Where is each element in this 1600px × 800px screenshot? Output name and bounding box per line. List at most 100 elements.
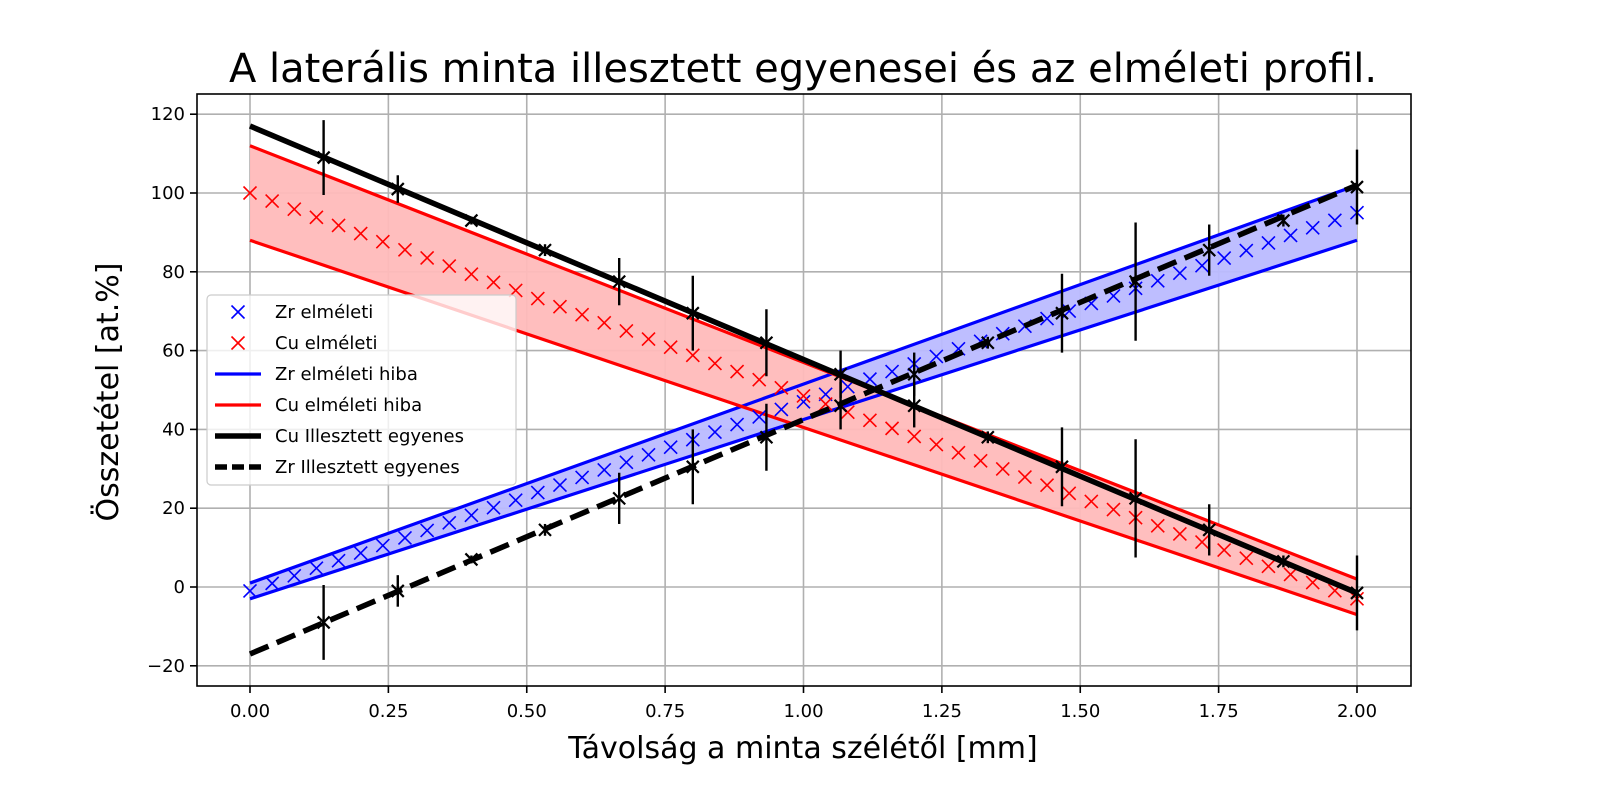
cu-theory-point: [973, 453, 988, 468]
zr-theory-point: [552, 477, 568, 493]
legend-label: Zr elméleti hiba: [275, 364, 418, 385]
marker-stroke: [530, 485, 545, 500]
marker-stroke: [612, 274, 626, 289]
cu-theory-point: [242, 185, 258, 201]
marker-stroke: [464, 267, 479, 282]
zr-theory-point: [486, 500, 501, 515]
marker-stroke: [730, 364, 745, 379]
marker-stroke: [1261, 235, 1276, 251]
marker-stroke: [1276, 213, 1291, 228]
cu-theory-point: [929, 437, 944, 452]
cu-theory-point: [1194, 534, 1210, 550]
cu-theory-point: [397, 242, 413, 257]
legend-label: Cu elméleti: [275, 333, 378, 354]
legend: Zr elméleti Cu elméleti Zr elméleti hiba Cu…: [206, 294, 517, 486]
marker-stroke: [1217, 251, 1232, 266]
legend-entry: Cu elméleti: [230, 333, 378, 354]
marker-stroke: [663, 340, 678, 355]
zr-theory-point: [397, 530, 413, 546]
legend-label: Zr elméleti: [275, 302, 373, 323]
measured-point-cu: [833, 367, 848, 382]
marker-stroke: [552, 477, 568, 493]
marker-stroke: [287, 568, 302, 583]
marker-stroke: [612, 491, 626, 506]
error-band-fill: [250, 145, 1357, 615]
marker-stroke: [619, 323, 634, 339]
marker-stroke: [442, 515, 457, 530]
marker-stroke: [1150, 273, 1165, 288]
y-tick-label: 100: [151, 183, 185, 204]
zr-theory-point: [730, 417, 745, 432]
legend-marker-x: [230, 335, 246, 351]
marker-stroke: [1062, 486, 1077, 501]
marker-stroke: [530, 291, 545, 306]
legend-label: Zr Illesztett egyenes: [275, 457, 460, 478]
measured-point-cu: [686, 306, 700, 320]
marker-stroke: [1194, 534, 1210, 550]
marker-stroke: [1172, 526, 1187, 541]
marker-stroke: [862, 413, 877, 428]
x-tick-label: 0.25: [368, 701, 408, 722]
measured-point-zr: [1128, 274, 1143, 289]
zr-theory-point: [442, 515, 457, 530]
measured-point-zr: [686, 460, 700, 474]
marker-stroke: [242, 583, 258, 599]
measured-point-cu: [612, 274, 626, 289]
marker-stroke: [685, 348, 700, 363]
marker-stroke: [464, 213, 479, 228]
marker-stroke: [1128, 491, 1143, 506]
cu-theory-point: [331, 218, 346, 233]
zr-theory-point: [242, 583, 258, 599]
marker-stroke: [759, 335, 774, 350]
legend-box: [206, 294, 517, 486]
marker-stroke: [707, 425, 723, 440]
zr-theory-point: [375, 538, 390, 553]
measured-point-cu: [1055, 460, 1069, 474]
marker-stroke: [316, 150, 331, 165]
measured-point-zr: [391, 584, 405, 598]
marker-stroke: [442, 258, 457, 274]
measured-point-zr: [759, 430, 774, 445]
cu-theory-point: [486, 275, 501, 290]
cu-theory-point: [818, 396, 833, 412]
x-tick-label: 1.00: [783, 701, 823, 722]
marker-stroke: [796, 394, 811, 409]
measured-point-zr: [1202, 243, 1216, 257]
marker-stroke: [420, 250, 435, 265]
zr-theory-point: [508, 493, 523, 508]
marker-stroke: [1150, 518, 1165, 533]
marker-stroke: [353, 546, 368, 561]
zr-theory-point: [309, 561, 324, 576]
marker-stroke: [331, 553, 346, 568]
measured-point-cu: [1128, 491, 1143, 506]
y-tick-label: 80: [162, 262, 185, 283]
marker-stroke: [1202, 523, 1216, 537]
cu-theory-point: [641, 332, 656, 347]
marker-stroke: [420, 523, 435, 538]
zr-theory-point: [287, 568, 302, 583]
zr-theory-point: [774, 402, 789, 417]
cu-theory-point: [420, 250, 435, 265]
marker-stroke: [309, 561, 324, 576]
cu-theory-point: [1217, 543, 1232, 558]
marker-stroke: [486, 500, 501, 515]
cu-theory-point: [730, 364, 745, 379]
zr-theory-point: [420, 523, 435, 538]
marker-stroke: [833, 398, 848, 413]
zr-theory-point: [575, 470, 590, 485]
marker-stroke: [1055, 306, 1069, 320]
zr-theory-point: [1283, 228, 1298, 243]
y-axis-label: Összetétel [at.%]: [90, 263, 126, 522]
cu-theory-point: [685, 348, 700, 363]
zr-theory-point: [619, 455, 634, 470]
measured-point-zr: [464, 552, 479, 567]
y-tick-label: 60: [162, 341, 185, 362]
zr-theory-point: [597, 462, 612, 477]
marker-stroke: [774, 402, 789, 417]
x-tick-label: 0.00: [230, 701, 270, 722]
marker-stroke: [1276, 554, 1291, 569]
zr-theory-point: [796, 394, 811, 409]
marker-stroke: [1217, 543, 1232, 558]
measured-point-zr: [1055, 306, 1069, 320]
